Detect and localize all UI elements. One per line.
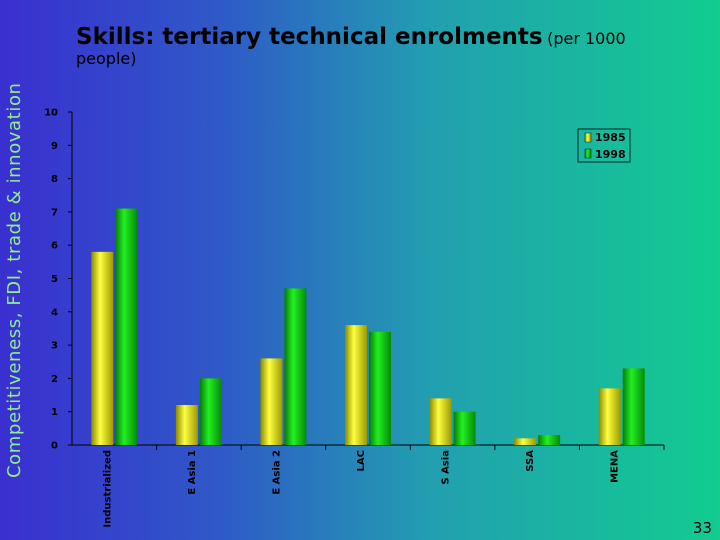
category-label: E Asia 2: [271, 450, 282, 495]
bar-1998-e-asia-2: [284, 288, 307, 445]
legend-box: [577, 128, 631, 163]
bar-1998-s-asia: [453, 411, 476, 445]
category-label: LAC: [356, 450, 367, 471]
bar-1998-ssa: [538, 435, 561, 445]
y-tick-label: 4: [51, 307, 58, 318]
category-label: MENA: [610, 450, 621, 483]
y-tick-label: 9: [51, 141, 58, 152]
bar-1998-lac: [369, 331, 391, 445]
legend-swatch-1985: [584, 132, 592, 143]
y-tick-label: 7: [51, 207, 58, 218]
y-tick-label: 3: [51, 341, 58, 352]
bar-1985-mena: [598, 388, 621, 445]
y-tick-label: 10: [44, 108, 58, 119]
title-main: Skills: tertiary technical enrolments: [76, 24, 543, 50]
bar-1998-industrialized: [115, 208, 138, 445]
bar-1998-mena: [622, 368, 645, 445]
bar-1985-e-asia-1: [175, 405, 198, 445]
legend-label-1985: 1985: [595, 131, 626, 144]
bar-1985-industrialized: [91, 251, 114, 445]
legend-label-1998: 1998: [595, 148, 626, 161]
plot-area: [72, 112, 664, 445]
slide-title: Skills: tertiary technical enrolments (p…: [76, 24, 696, 70]
y-tick-label: 5: [51, 274, 58, 285]
title-sub-b: people): [76, 49, 137, 69]
y-tick-label: 8: [51, 174, 58, 185]
bar-1985-s-asia: [429, 398, 452, 445]
bar-1985-lac: [345, 325, 367, 445]
bar-1985-e-asia-2: [260, 358, 283, 445]
bar-1985-ssa: [514, 438, 537, 445]
category-label: S Asia: [441, 450, 452, 485]
category-label: SSA: [525, 450, 536, 472]
bar-group: [91, 208, 645, 445]
category-label: Industrialized: [102, 450, 113, 528]
y-tick-label: 6: [51, 241, 58, 252]
legend: 1985 1998: [577, 128, 631, 163]
y-tick-label: 2: [51, 374, 58, 385]
y-tick-label: 0: [51, 441, 58, 452]
bar-1998-e-asia-1: [199, 378, 222, 445]
y-tick-label: 1: [51, 407, 58, 418]
y-tick-group: 0 1 2 3 4 5 6 7 8 9 10: [44, 108, 72, 452]
title-sub-a: (per 1000: [547, 29, 626, 48]
category-label-group: Industrialized E Asia 1 E Asia 2 LAC S Asia S…: [102, 445, 665, 528]
page-number: 33: [692, 519, 712, 537]
legend-swatch-1998: [584, 148, 592, 159]
category-label: E Asia 1: [187, 450, 198, 495]
